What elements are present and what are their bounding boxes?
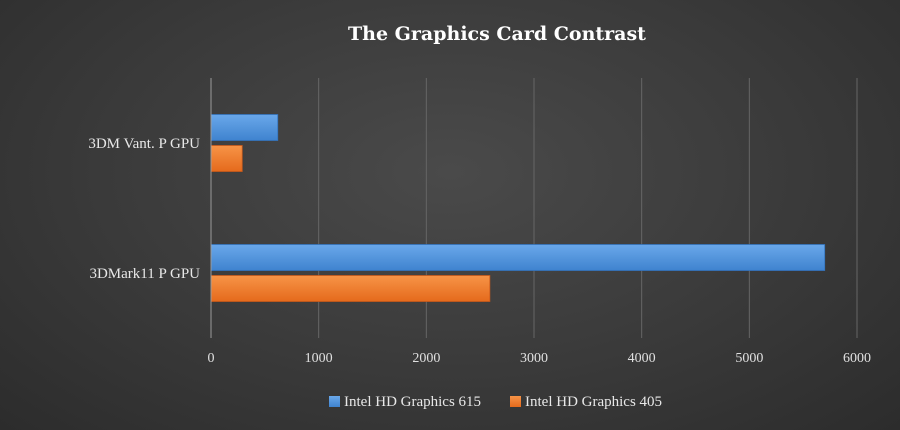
x-tick-labels: 0 1000 2000 3000 4000 5000 6000 (208, 351, 872, 366)
x-tick-label-6000: 6000 (843, 351, 871, 366)
x-tick-label-0: 0 (208, 351, 215, 366)
category-labels: 3DM Vant. P GPU 3DMark11 P GPU (88, 136, 200, 282)
x-tick-label-2000: 2000 (412, 351, 440, 366)
x-tick-label-3000: 3000 (520, 351, 548, 366)
x-tick-label-5000: 5000 (735, 351, 763, 366)
bar-series-1-category-0 (210, 145, 243, 172)
legend-swatch-intel-hd-405 (510, 396, 521, 407)
category-label-1: 3DMark11 P GPU (89, 266, 200, 282)
bar-series-0-category-1 (210, 244, 826, 271)
legend-label-intel-hd-405: Intel HD Graphics 405 (525, 394, 662, 410)
legend: Intel HD Graphics 615 Intel HD Graphics … (329, 394, 662, 410)
legend-label-intel-hd-615: Intel HD Graphics 615 (344, 394, 481, 410)
chart-title: The Graphics Card Contrast (348, 23, 646, 45)
bars (210, 114, 826, 302)
category-label-0: 3DM Vant. P GPU (88, 136, 200, 152)
bar-series-1-category-1 (210, 275, 491, 302)
bar-series-0-category-0 (210, 114, 279, 141)
x-tick-label-4000: 4000 (628, 351, 656, 366)
x-tick-label-1000: 1000 (305, 351, 333, 366)
legend-swatch-intel-hd-615 (329, 396, 340, 407)
